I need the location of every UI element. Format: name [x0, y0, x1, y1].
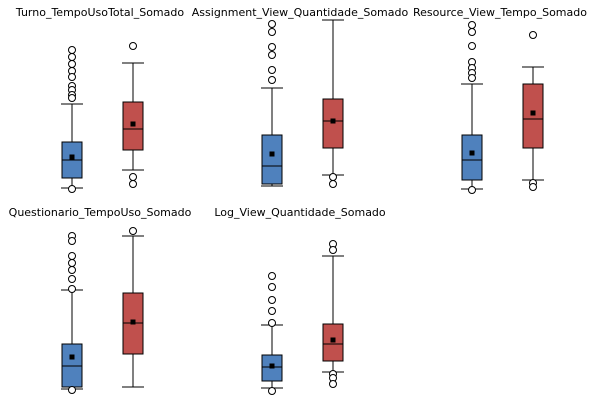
outlier: [329, 180, 337, 188]
mean: [330, 337, 336, 343]
outlier: [68, 386, 76, 394]
outlier: [68, 237, 76, 245]
panel-title: Turno_TempoUsoTotal_Somado: [15, 6, 184, 19]
outlier: [268, 28, 276, 36]
outlier: [129, 173, 137, 181]
outlier: [68, 60, 76, 68]
outlier: [529, 31, 537, 39]
outlier: [68, 185, 76, 193]
outlier: [468, 21, 476, 29]
outlier: [468, 28, 476, 36]
outlier: [329, 173, 337, 181]
panel-title: Assignment_View_Quantidade_Somado: [192, 6, 409, 19]
box: [522, 83, 544, 149]
outlier: [329, 246, 337, 254]
outlier: [329, 380, 337, 388]
mean: [130, 121, 136, 127]
mean: [469, 150, 475, 156]
outlier: [268, 66, 276, 74]
mean: [530, 110, 536, 116]
outlier: [129, 42, 137, 50]
panel-title: Questionario_TempoUso_Somado: [9, 206, 192, 219]
mean: [330, 118, 336, 124]
outlier: [468, 186, 476, 194]
outlier: [268, 283, 276, 291]
outlier: [268, 307, 276, 315]
outlier: [68, 53, 76, 61]
outlier: [68, 73, 76, 81]
outlier: [268, 43, 276, 51]
panel-title: Log_View_Quantidade_Somado: [214, 206, 386, 219]
outlier: [68, 46, 76, 54]
mean: [269, 363, 275, 369]
mean: [69, 154, 75, 160]
outlier: [68, 266, 76, 274]
outlier: [68, 285, 76, 293]
outlier: [268, 296, 276, 304]
outlier: [268, 272, 276, 280]
outlier: [468, 74, 476, 82]
outlier: [268, 76, 276, 84]
box: [461, 134, 483, 181]
outlier: [268, 387, 276, 395]
outlier: [268, 51, 276, 59]
outlier: [68, 275, 76, 283]
outlier: [268, 20, 276, 28]
outlier: [468, 42, 476, 50]
outlier: [129, 227, 137, 235]
panel-title: Resource_View_Tempo_Somado: [413, 6, 587, 19]
outlier: [68, 252, 76, 260]
outlier: [529, 183, 537, 191]
mean: [269, 151, 275, 157]
outlier: [268, 319, 276, 327]
outlier: [129, 180, 137, 188]
mean: [130, 319, 136, 325]
mean: [69, 354, 75, 360]
outlier: [68, 94, 76, 102]
outlier: [68, 259, 76, 267]
box: [261, 134, 283, 185]
